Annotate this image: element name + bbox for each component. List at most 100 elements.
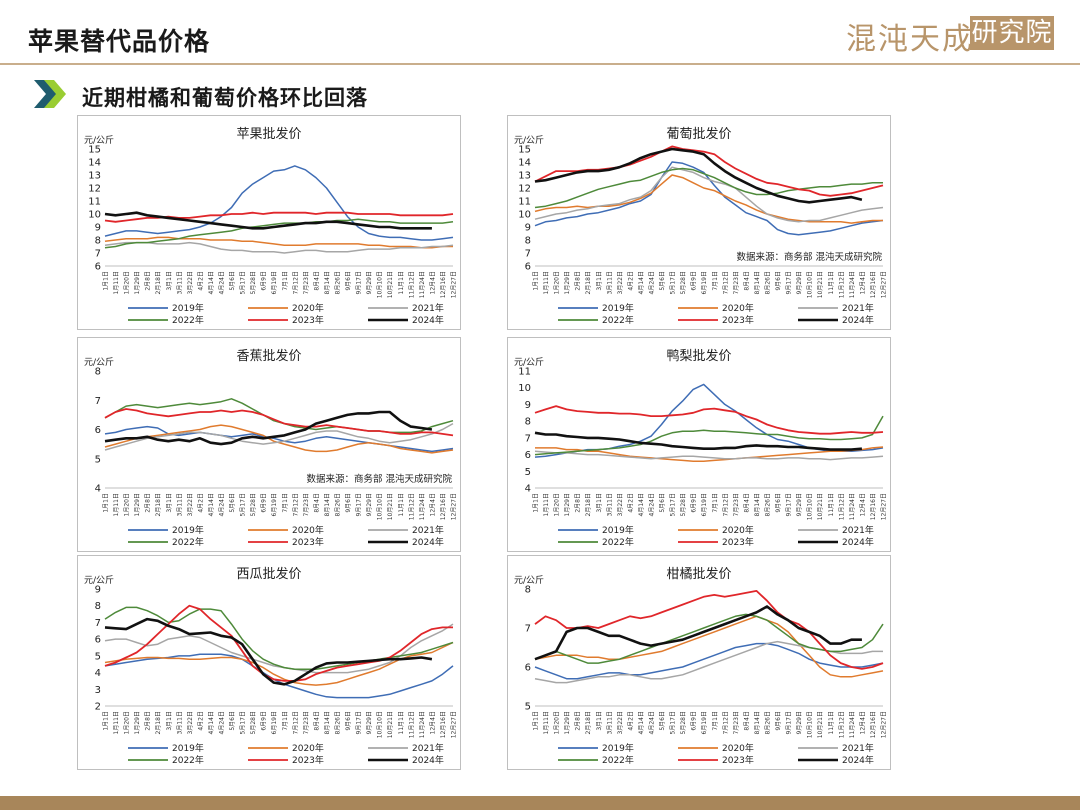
x-tick-label: 3月22日 bbox=[187, 493, 194, 516]
x-tick-label: 12月16日 bbox=[870, 493, 877, 520]
y-tick-label: 8 bbox=[95, 236, 101, 247]
x-tick-label: 8月4日 bbox=[743, 271, 750, 291]
chart-panel-watermelon: 西瓜批发价 元/公斤 2 3 4 5 6 7 8 9 1月1日 1月11日 1月20日 1月29日 2月8日… bbox=[77, 555, 461, 770]
series-line-2021年 bbox=[104, 241, 454, 254]
legend-label: 2024年 bbox=[412, 754, 444, 766]
x-tick-label: 5月6日 bbox=[229, 271, 236, 291]
y-tick-label: 9 bbox=[95, 585, 101, 596]
legend-label: 2023年 bbox=[292, 314, 324, 326]
legend-label: 2023年 bbox=[292, 754, 324, 766]
series-line-2019年 bbox=[104, 653, 454, 699]
x-tick-label: 12月27日 bbox=[881, 711, 888, 738]
x-tick-label: 6月19日 bbox=[271, 271, 278, 294]
series-line-2024年 bbox=[104, 410, 433, 446]
legend-label: 2024年 bbox=[842, 754, 874, 766]
x-tick-label: 12月4日 bbox=[859, 711, 866, 734]
legend-label: 2019年 bbox=[602, 524, 634, 536]
series-line-2024年 bbox=[104, 617, 433, 686]
x-tick-label: 6月19日 bbox=[701, 711, 708, 734]
x-tick-label: 5月6日 bbox=[229, 493, 236, 513]
footer-bar bbox=[0, 796, 1080, 810]
y-tick-label: 15 bbox=[88, 145, 101, 156]
legend-label: 2022年 bbox=[172, 314, 204, 326]
y-tick-label: 7 bbox=[525, 433, 531, 444]
logo-text: 混沌天成 bbox=[846, 22, 974, 57]
series-line-2020年 bbox=[104, 236, 453, 249]
chart-title: 葡萄批发价 bbox=[666, 126, 731, 142]
x-tick-label: 2月8日 bbox=[575, 493, 582, 513]
x-tick-label: 12月4日 bbox=[429, 711, 436, 734]
x-tick-label: 9月29日 bbox=[796, 271, 803, 294]
x-tick-label: 2月8日 bbox=[145, 493, 152, 513]
x-tick-label: 12月16日 bbox=[440, 493, 447, 520]
x-tick-label: 11月24日 bbox=[419, 493, 426, 520]
y-axis-unit: 元/公斤 bbox=[514, 357, 544, 368]
x-tick-label: 1月1日 bbox=[533, 711, 540, 731]
x-tick-label: 8月26日 bbox=[335, 493, 342, 516]
x-tick-label: 4月14日 bbox=[208, 271, 215, 294]
x-tick-label: 4月24日 bbox=[219, 271, 226, 294]
legend-label: 2024年 bbox=[842, 314, 874, 326]
y-tick-label: 4 bbox=[95, 668, 101, 679]
legend-label: 2019年 bbox=[172, 302, 204, 314]
x-tick-label: 7月12日 bbox=[722, 493, 729, 516]
x-tick-label: 2月18日 bbox=[155, 711, 162, 734]
x-tick-label: 6月9日 bbox=[691, 271, 698, 291]
y-tick-label: 7 bbox=[525, 249, 531, 260]
x-tick-label: 10月10日 bbox=[807, 493, 814, 520]
legend-label: 2024年 bbox=[412, 314, 444, 326]
y-tick-label: 7 bbox=[95, 249, 101, 260]
x-tick-label: 4月24日 bbox=[219, 493, 226, 516]
x-tick-label: 5月6日 bbox=[659, 711, 666, 731]
y-tick-label: 7 bbox=[525, 624, 531, 635]
legend-label: 2020年 bbox=[292, 302, 324, 314]
series-line-2023年 bbox=[104, 604, 453, 682]
y-tick-label: 11 bbox=[88, 197, 101, 208]
series-line-2021年 bbox=[534, 166, 884, 223]
x-tick-label: 2月18日 bbox=[585, 493, 592, 516]
y-tick-label: 9 bbox=[95, 223, 101, 234]
x-tick-label: 2月8日 bbox=[145, 271, 152, 291]
x-tick-label: 7月1日 bbox=[712, 493, 719, 513]
x-tick-label: 12月27日 bbox=[451, 711, 458, 738]
page-title: 苹果替代品价格 bbox=[28, 27, 211, 56]
x-tick-label: 7月12日 bbox=[292, 271, 299, 294]
x-tick-label: 11月1日 bbox=[828, 271, 835, 294]
x-tick-label: 6月9日 bbox=[261, 493, 268, 513]
x-tick-label: 6月19日 bbox=[701, 493, 708, 516]
legend-label: 2019年 bbox=[172, 524, 204, 536]
chevron-right-icon bbox=[34, 80, 66, 108]
x-tick-label: 8月4日 bbox=[313, 493, 320, 513]
x-tick-label: 10月10日 bbox=[377, 711, 384, 738]
x-tick-label: 9月6日 bbox=[775, 271, 782, 291]
x-tick-label: 2月18日 bbox=[585, 271, 592, 294]
x-tick-label: 8月26日 bbox=[765, 711, 772, 734]
legend-label: 2021年 bbox=[842, 524, 874, 536]
x-tick-label: 4月14日 bbox=[208, 711, 215, 734]
x-tick-label: 5月17日 bbox=[240, 271, 247, 294]
x-tick-label: 2月18日 bbox=[155, 271, 162, 294]
y-tick-label: 8 bbox=[525, 585, 531, 596]
x-tick-label: 4月2日 bbox=[197, 271, 204, 291]
x-tick-label: 1月29日 bbox=[564, 711, 571, 734]
y-tick-label: 12 bbox=[88, 184, 101, 195]
y-tick-label: 5 bbox=[95, 651, 101, 662]
x-tick-label: 3月1日 bbox=[166, 493, 173, 513]
x-tick-label: 4月24日 bbox=[649, 271, 656, 294]
x-tick-label: 2月8日 bbox=[575, 711, 582, 731]
x-tick-label: 8月26日 bbox=[765, 271, 772, 294]
y-tick-label: 7 bbox=[95, 396, 101, 407]
legend-label: 2020年 bbox=[722, 302, 754, 314]
series-line-2023年 bbox=[104, 408, 454, 437]
x-tick-label: 7月12日 bbox=[722, 711, 729, 734]
series-line-2020年 bbox=[104, 641, 454, 686]
x-tick-label: 1月20日 bbox=[124, 271, 131, 294]
x-tick-label: 5月6日 bbox=[229, 711, 236, 731]
y-tick-label: 4 bbox=[95, 484, 101, 495]
x-tick-label: 5月6日 bbox=[659, 271, 666, 291]
x-tick-label: 1月1日 bbox=[533, 271, 540, 291]
y-tick-label: 7 bbox=[95, 618, 101, 629]
y-tick-label: 8 bbox=[95, 601, 101, 612]
x-tick-label: 4月2日 bbox=[197, 493, 204, 513]
x-tick-label: 9月17日 bbox=[356, 711, 363, 734]
